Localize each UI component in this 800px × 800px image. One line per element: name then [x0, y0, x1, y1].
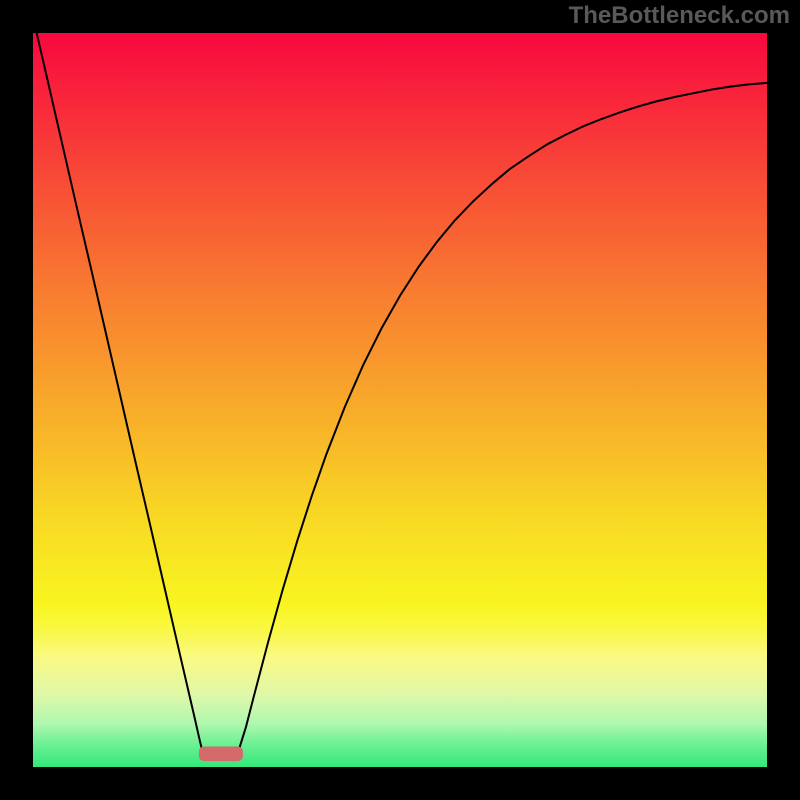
watermark-text: TheBottleneck.com: [569, 2, 790, 30]
plot-svg: [33, 33, 767, 767]
curve-minimum-marker: [199, 746, 243, 761]
bottleneck-curve: [37, 33, 767, 760]
plot-area: [33, 33, 767, 767]
chart-container: TheBottleneck.com: [0, 0, 800, 800]
